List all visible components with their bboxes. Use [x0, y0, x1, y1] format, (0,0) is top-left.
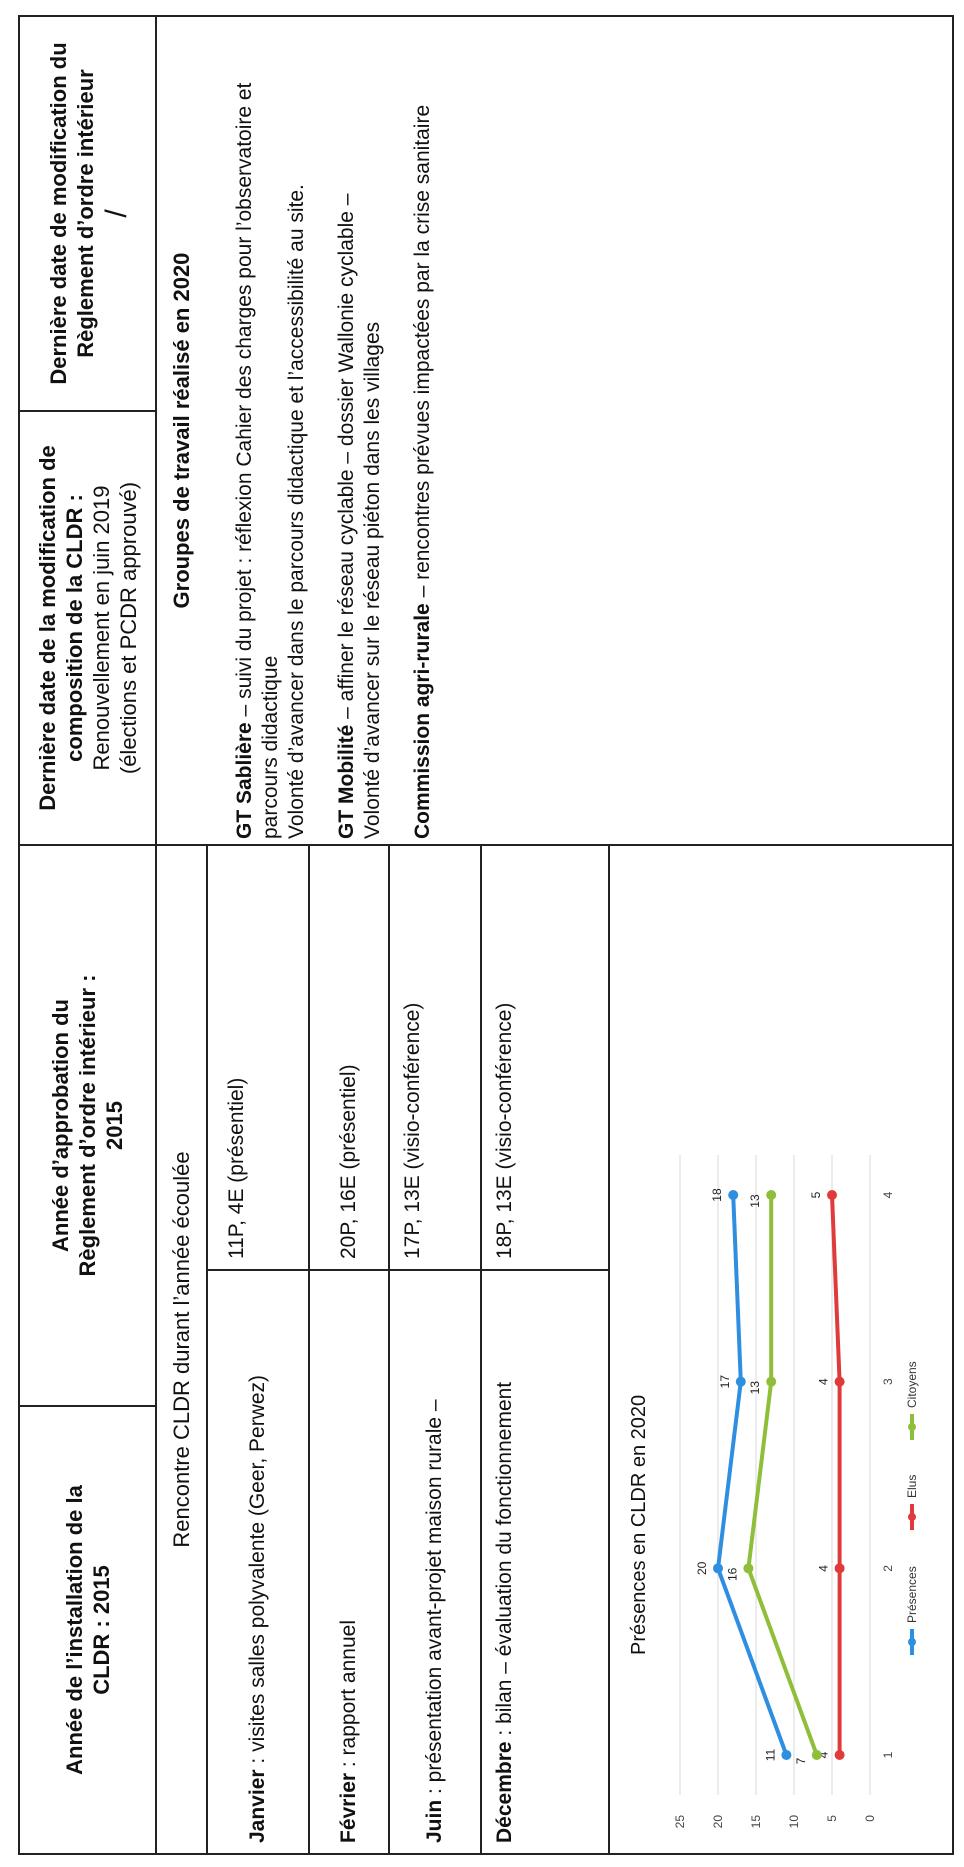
header-composition-change: Dernière date de la modification de comp…	[34, 445, 141, 811]
data-point	[728, 1190, 739, 1200]
data-label: 13	[748, 1381, 762, 1395]
data-point	[713, 1563, 723, 1574]
meeting-decembre-count: 18P, 13E (visio-conférence)	[493, 1002, 516, 1259]
y-tick-label: 5	[825, 1815, 839, 1822]
commission-agri-rurale: Commission agri-rurale – rencontres prév…	[411, 104, 434, 839]
rencontres-title: Rencontre CLDR durant l’année écoulée	[168, 1151, 194, 1548]
data-label: 4	[817, 1565, 831, 1572]
y-tick-label: 20	[711, 1815, 725, 1829]
meeting-row-line-4	[608, 844, 610, 1855]
gt-mobilite: GT Mobilité – affiner le réseau cyclable…	[335, 193, 358, 839]
data-point	[834, 1563, 845, 1574]
data-label: 11	[763, 1748, 777, 1761]
data-point	[834, 1750, 845, 1760]
meeting-fevrier-count: 20P, 16E (présentiel)	[337, 1064, 360, 1259]
series-line	[830, 1194, 842, 1755]
groupes-list: GT Sablière – suivi du projet : réflexio…	[232, 24, 932, 839]
data-point	[827, 1190, 837, 1200]
data-point	[834, 1376, 845, 1387]
x-tick-label: 4	[881, 1191, 895, 1198]
table-border-bottom	[952, 15, 954, 1855]
header-roi-approval: Année d’approbation du Règlement d’ordre…	[48, 974, 127, 1277]
x-tick-label: 1	[881, 1751, 895, 1758]
gt-sabliere-extra: Volonté d’avancer dans le parcours didac…	[285, 184, 308, 839]
meeting-juin-desc: Juin : présentation avant-projet maison …	[423, 1399, 446, 1843]
data-label: 5	[809, 1191, 823, 1198]
y-tick-label: 25	[673, 1815, 687, 1829]
legend-label: Présences	[905, 1566, 919, 1623]
legend-marker	[908, 1638, 916, 1646]
series-line	[715, 1194, 789, 1756]
data-label: 13	[748, 1194, 762, 1208]
gt-mobilite-extra: Volonté d’avancer sur le réseau piéton d…	[361, 321, 384, 839]
header-roi-modification: Dernière date de modification du Règleme…	[46, 42, 133, 385]
groupes-title: Groupes de travail réalisé en 2020	[168, 252, 194, 609]
y-tick-label: 10	[787, 1815, 801, 1829]
gt-sabliere: GT Sablière – suivi du projet : réflexio…	[233, 82, 282, 839]
data-point	[743, 1563, 754, 1574]
meeting-juin-count: 17P, 13E (visio-conférence)	[401, 1002, 424, 1259]
data-point	[811, 1750, 822, 1760]
data-label: 18	[710, 1188, 724, 1202]
data-label: 17	[718, 1375, 732, 1389]
chart-svg: 0 5 10 15 20 25 1 2 3 4 11 20 17 18 4 4 4 5 7 16 13 13 Présenc…	[673, 1155, 919, 1829]
legend-marker	[908, 1513, 916, 1521]
data-point	[781, 1750, 792, 1760]
data-point	[735, 1376, 746, 1387]
header-installation: Année de l’installation de la CLDR : 201…	[61, 1485, 114, 1775]
series-line	[746, 1195, 819, 1756]
meeting-fevrier-desc: Février : rapport annuel	[337, 1620, 360, 1843]
data-label: 16	[725, 1567, 739, 1581]
data-point	[766, 1190, 777, 1200]
legend-marker	[908, 1423, 916, 1431]
x-tick-label: 2	[881, 1565, 895, 1572]
data-label: 4	[817, 1378, 831, 1385]
meeting-janvier-desc: Janvier : visites salles polyvalente (Ge…	[246, 1374, 269, 1843]
data-point	[766, 1376, 777, 1387]
meeting-janvier-count: 11P, 4E (présentiel)	[225, 1077, 248, 1259]
data-label: 7	[794, 1757, 808, 1764]
data-label: 20	[695, 1561, 709, 1575]
x-tick-label: 3	[881, 1378, 895, 1385]
legend-label: Elus	[905, 1475, 919, 1498]
legend-label: Citoyens	[905, 1361, 919, 1408]
y-tick-label: 15	[749, 1815, 763, 1829]
presences-chart: Présences en CLDR en 2020 0 5 10 15 20 25 1 2 3 4…	[620, 845, 950, 1855]
meeting-decembre-desc: Décembre : bilan – évaluation du fonctio…	[493, 1381, 516, 1843]
chart-title: Présences en CLDR en 2020	[628, 1394, 650, 1655]
data-label: 4	[817, 1751, 831, 1758]
y-tick-label: 0	[863, 1815, 877, 1822]
